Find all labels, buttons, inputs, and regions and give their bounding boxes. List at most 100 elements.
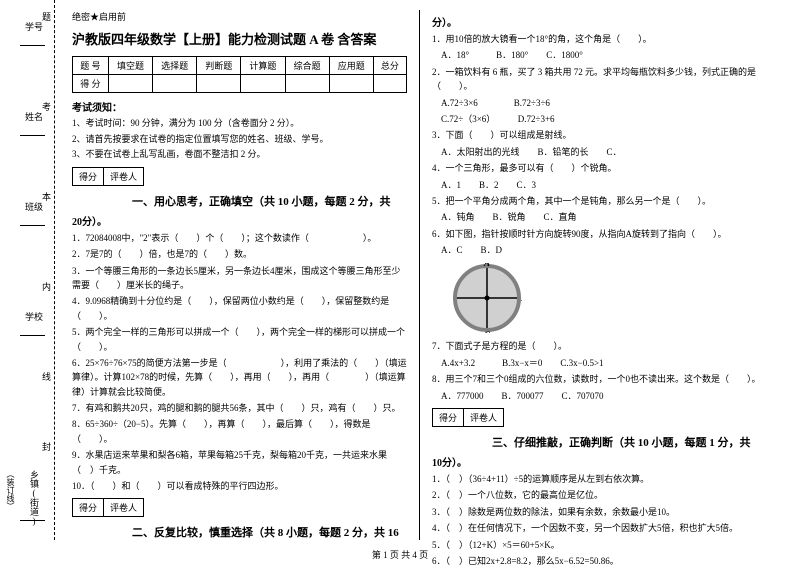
score-label: 得分: [433, 409, 464, 426]
margin-label-id: 学号: [25, 20, 43, 33]
option-line: A.4x+3.2 B.3x−x＝0 C.3x−0.5>1: [432, 356, 768, 370]
question: 3．一个等腰三角形的一条边长5厘米，另一条边长4厘米，围成这个等腰三角形至少需要…: [72, 264, 407, 293]
section-scorebox: 得分 评卷人: [72, 498, 144, 517]
section-3-heading: 三、仔细推敲，正确判断（共 10 小题，每题 1 分，共: [432, 434, 768, 450]
section-2-heading-cont: 分）。: [432, 14, 768, 29]
question: 4．9.0968精确到十分位约是（ ），保留两位小数约是（ ），保留整数约是（ …: [72, 294, 407, 323]
question: 4．（ ）在任何情况下，一个因数不变，另一个因数扩大5倍，积也扩大5倍。: [432, 521, 768, 535]
section-2-questions: 1．用10倍的放大镜看一个18°的角，这个角是（ ）。 A．18° B．180°…: [432, 32, 768, 257]
right-column: 分）。 1．用10倍的放大镜看一个18°的角，这个角是（ ）。 A．18° B．…: [420, 10, 780, 540]
td[interactable]: [285, 75, 329, 93]
label-a: A: [483, 263, 490, 268]
question: 5．两个完全一样的三角形可以拼成一个（ ），两个完全一样的梯形可以拼成一个（ ）…: [72, 325, 407, 354]
exam-title: 沪教版四年级数学【上册】能力检测试题 A 卷 含答案: [72, 29, 407, 48]
question: 8．用三个7和三个0组成的六位数，读数时，一个0也不读出来。这个数是（ ）。: [432, 372, 768, 386]
label-d: D: [520, 293, 522, 303]
td[interactable]: [373, 75, 406, 93]
score-label: 得分: [73, 168, 104, 185]
question: 10．（ ）和（ ）可以看成特殊的平行四边形。: [72, 479, 407, 493]
option-line: A.72÷3×6 B.72÷3÷6: [432, 96, 768, 110]
section-scorebox: 得分 评卷人: [72, 167, 144, 186]
td-label: 得 分: [73, 75, 109, 93]
section-scorebox: 得分 评卷人: [432, 408, 504, 427]
th: 题 号: [73, 57, 109, 75]
option-line: A．C B．D: [432, 243, 768, 257]
th: 选择题: [153, 57, 197, 75]
cut-mark: 线: [42, 370, 51, 383]
td[interactable]: [241, 75, 285, 93]
margin-line: [20, 45, 45, 46]
question: 6．25×76÷76×75的简便方法第一步是（ ），利用了乘法的（ ）（填运算律…: [72, 356, 407, 399]
margin-line: [20, 520, 45, 521]
section-2-heading: 二、反复比较，慎重选择（共 8 小题，每题 2 分，共 16: [72, 524, 407, 540]
cut-mark: 内: [42, 280, 51, 293]
question: 2．一箱饮料有 6 瓶，买了 3 箱共用 72 元。求平均每瓶饮料多少钱，列式正…: [432, 65, 768, 94]
grader-label: 评卷人: [104, 499, 143, 516]
margin-line: [20, 225, 45, 226]
grader-label: 评卷人: [104, 168, 143, 185]
td[interactable]: [153, 75, 197, 93]
score-label: 得分: [73, 499, 104, 516]
cut-mark: 本: [42, 190, 51, 203]
option-line: A．钝角 B．锐角 C．直角: [432, 210, 768, 224]
question: 7．有鸡和鹅共20只，鸡的腿和鹅的腿共56条，其中（ ）只，鸡有（ ）只。: [72, 401, 407, 415]
option-line: A．777000 B．700077 C．707070: [432, 389, 768, 403]
question: 8．65÷360÷（20−5）。先算（ ），再算（ ），最后算（ ），得数是（ …: [72, 417, 407, 446]
instruction-item: 2、请首先按要求在试卷的指定位置填写您的姓名、班级、学号。: [72, 133, 407, 146]
margin-label-town: 乡镇(街道): [28, 470, 41, 526]
left-column: 绝密★启用前 沪教版四年级数学【上册】能力检测试题 A 卷 含答案 题 号 填空…: [60, 10, 420, 540]
question: 5．把一个平角分成两个角，其中一个是钝角，那么另一个是（ ）。: [432, 194, 768, 208]
score-table: 题 号 填空题 选择题 判断题 计算题 综合题 应用题 总分 得 分: [72, 56, 407, 93]
section-3-heading-cont: 10分）。: [432, 454, 768, 469]
th: 综合题: [285, 57, 329, 75]
margin-label-name: 姓名: [25, 110, 43, 123]
question: 1．（ ）（36÷4+11）÷5的运算顺序是从左到右依次算。: [432, 472, 768, 486]
option-line: A．18° B．180° C．1800°: [432, 48, 768, 62]
th: 计算题: [241, 57, 285, 75]
td[interactable]: [329, 75, 373, 93]
table-row: 题 号 填空题 选择题 判断题 计算题 综合题 应用题 总分: [73, 57, 407, 75]
cut-mark: 考: [42, 100, 51, 113]
question: 1．用10倍的放大镜看一个18°的角，这个角是（ ）。: [432, 32, 768, 46]
section-2-questions-cont: 7．下面式子是方程的是（ ）。 A.4x+3.2 B.3x−x＝0 C.3x−0…: [432, 339, 768, 403]
binding-line-label: （装订线）: [5, 470, 16, 510]
th: 填空题: [108, 57, 152, 75]
section-1-heading-cont: 20分）。: [72, 213, 407, 228]
grader-label: 评卷人: [464, 409, 503, 426]
secret-label: 绝密★启用前: [72, 10, 407, 23]
option-line: A．太阳射出的光线 B．铅笔的长 C．: [432, 145, 768, 159]
page-footer: 第 1 页 共 4 页: [0, 548, 800, 561]
margin-label-class: 班级: [25, 200, 43, 213]
td[interactable]: [197, 75, 241, 93]
center-dot: [485, 296, 490, 301]
question: 7．下面式子是方程的是（ ）。: [432, 339, 768, 353]
question: 2．7是7的（ ）倍，也是7的（ ）数。: [72, 247, 407, 261]
compass-svg: A D C B: [452, 263, 522, 333]
question: 3．（ ）除数是两位数的除法，如果有余数，余数最小是10。: [432, 505, 768, 519]
margin-line: [20, 335, 45, 336]
exam-page: 绝密★启用前 沪教版四年级数学【上册】能力检测试题 A 卷 含答案 题 号 填空…: [0, 0, 800, 540]
option-line: C.72÷（3×6） D.72÷3+6: [432, 112, 768, 126]
table-row: 得 分: [73, 75, 407, 93]
question: 9．水果店运来苹果和梨各6箱，苹果每箱25千克，梨每箱20千克，一共运来水果（ …: [72, 448, 407, 477]
td[interactable]: [108, 75, 152, 93]
margin-line: [20, 135, 45, 136]
cut-mark: 封: [42, 440, 51, 453]
th: 判断题: [197, 57, 241, 75]
binding-margin: 学号 题 姓名 考 班级 本 内 学校 线 封 乡镇(街道) （装订线）: [0, 0, 55, 540]
question: 3．下面（ ）可以组成是射线。: [432, 128, 768, 142]
th: 总分: [373, 57, 406, 75]
margin-label-school: 学校: [25, 310, 43, 323]
th: 应用题: [329, 57, 373, 75]
cut-mark: 题: [42, 10, 51, 23]
option-line: A．1 B．2 C．3: [432, 178, 768, 192]
label-c: C: [484, 330, 491, 333]
section-1-heading: 一、用心思考，正确填空（共 10 小题，每题 2 分，共: [72, 193, 407, 209]
question: 6．如下图，指针按顺时针方向旋转90度，从指向A旋转到了指向（ ）。: [432, 227, 768, 241]
section-1-questions: 1．72084008中，"2"表示（ ）个（ ）；这个数读作（ ）。 2．7是7…: [72, 231, 407, 494]
instructions-heading: 考试须知：: [72, 99, 407, 114]
instruction-item: 1、考试时间：90 分钟，满分为 100 分（含卷面分 2 分）。: [72, 117, 407, 130]
question: 1．72084008中，"2"表示（ ）个（ ）；这个数读作（ ）。: [72, 231, 407, 245]
instructions: 1、考试时间：90 分钟，满分为 100 分（含卷面分 2 分）。 2、请首先按…: [72, 117, 407, 161]
question: 2．（ ）一个八位数，它的最高位是亿位。: [432, 488, 768, 502]
